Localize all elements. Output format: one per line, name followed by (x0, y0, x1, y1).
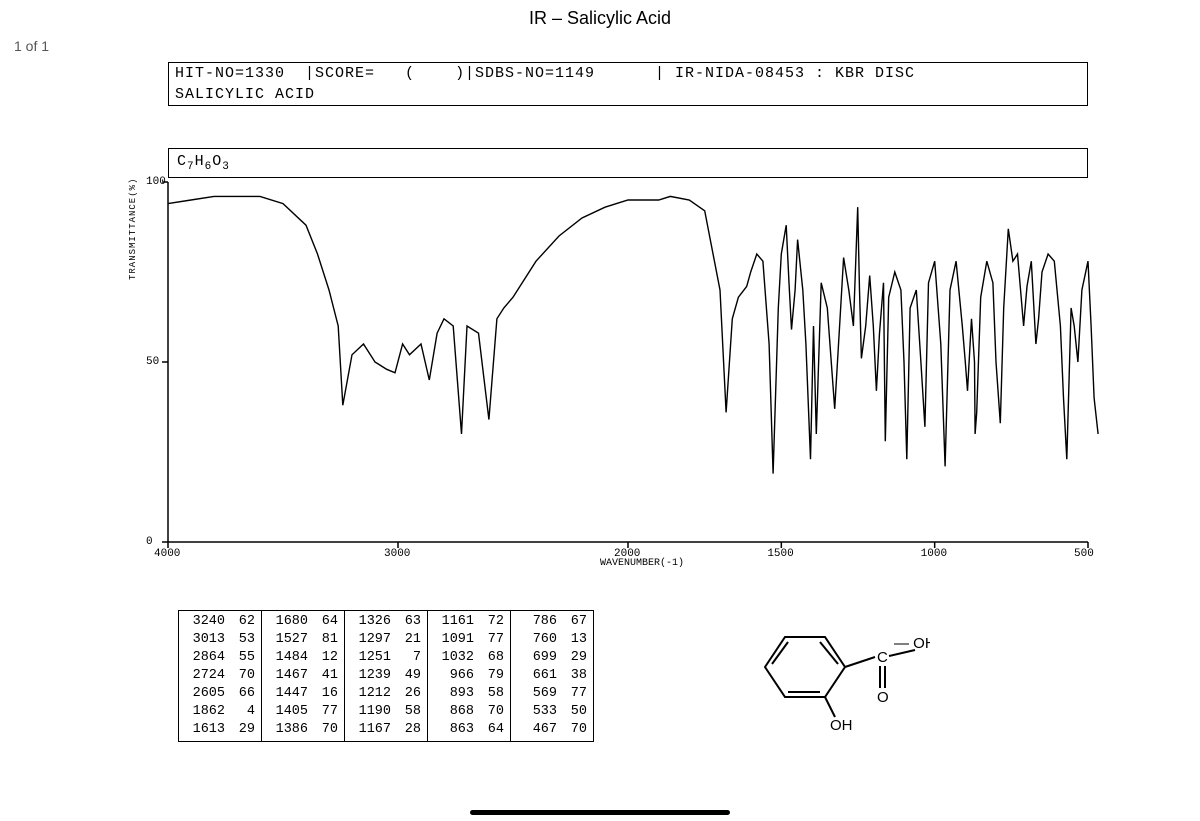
peak-row: 46770 (511, 721, 593, 739)
peak-row: 138670 (262, 721, 344, 739)
x-tick-label: 3000 (384, 548, 410, 560)
peak-row: 161329 (179, 721, 261, 739)
peak-row: 260566 (179, 685, 261, 703)
peak-row: 56977 (511, 685, 593, 703)
cooh-label: — OH (894, 635, 930, 652)
peak-row: 129721 (345, 631, 427, 649)
peak-row: 148412 (262, 649, 344, 667)
peak-row: 53350 (511, 703, 593, 721)
header-box: HIT-NO=1330 |SCORE= ( ) |SDBS-NO=1149 | … (168, 62, 1088, 106)
peak-row: 144716 (262, 685, 344, 703)
y-axis-label: TRANSMITTANCE(%) (128, 178, 138, 280)
peak-row: 116728 (345, 721, 427, 739)
peak-row: 132663 (345, 613, 427, 631)
peak-row: 272470 (179, 667, 261, 685)
page-title: IR – Salicylic Acid (0, 8, 1200, 29)
peak-row: 152781 (262, 631, 344, 649)
peak-row: 89358 (428, 685, 510, 703)
o-label: O (877, 689, 889, 706)
peak-row: 103268 (428, 649, 510, 667)
y-tick-label: 0 (146, 536, 153, 548)
y-tick-label: 50 (146, 356, 159, 368)
peak-row: 78667 (511, 613, 593, 631)
x-tick-label: 4000 (154, 548, 180, 560)
peak-row: 18624 (179, 703, 261, 721)
peak-row: 121226 (345, 685, 427, 703)
x-tick-label: 500 (1074, 548, 1094, 560)
peak-column: 78667760136992966138569775335046770 (511, 611, 593, 741)
peak-column: 1326631297211251712394912122611905811672… (345, 611, 428, 741)
peak-table: 3240623013532864552724702605661862416132… (178, 610, 594, 742)
x-tick-label: 1000 (921, 548, 947, 560)
peak-row: 69929 (511, 649, 593, 667)
peak-row: 12517 (345, 649, 427, 667)
formula-box: C7H6O3 (168, 148, 1088, 178)
peak-row: 286455 (179, 649, 261, 667)
home-indicator (470, 810, 730, 815)
peak-row: 96679 (428, 667, 510, 685)
peak-row: 109177 (428, 631, 510, 649)
peak-column: 3240623013532864552724702605661862416132… (179, 611, 262, 741)
oh-label: OH (830, 717, 853, 732)
peak-row: 324062 (179, 613, 261, 631)
peak-row: 168064 (262, 613, 344, 631)
peak-row: 301353 (179, 631, 261, 649)
peak-row: 76013 (511, 631, 593, 649)
peak-row: 146741 (262, 667, 344, 685)
x-tick-label: 1500 (767, 548, 793, 560)
page-indicator: 1 of 1 (14, 38, 49, 54)
peak-row: 86364 (428, 721, 510, 739)
ir-nida: | IR-NIDA-08453 : KBR DISC (655, 65, 1075, 82)
peak-column: 11617210917710326896679893588687086364 (428, 611, 511, 741)
peak-row: 86870 (428, 703, 510, 721)
x-axis-label: WAVENUMBER(-1) (600, 558, 684, 569)
hit-no: HIT-NO=1330 |SCORE= ( ) (175, 65, 465, 82)
peak-row: 140577 (262, 703, 344, 721)
molecular-structure: C — OH O OH (730, 612, 930, 732)
peak-row: 123949 (345, 667, 427, 685)
peak-row: 119058 (345, 703, 427, 721)
spectrum-chart (168, 182, 1088, 542)
peak-column: 1680641527811484121467411447161405771386… (262, 611, 345, 741)
sdbs-no: |SDBS-NO=1149 (465, 65, 655, 82)
peak-row: 66138 (511, 667, 593, 685)
c-label: C (877, 649, 888, 666)
compound-name: SALICYLIC ACID (169, 84, 1087, 105)
peak-row: 116172 (428, 613, 510, 631)
y-tick-label: 100 (146, 176, 166, 188)
